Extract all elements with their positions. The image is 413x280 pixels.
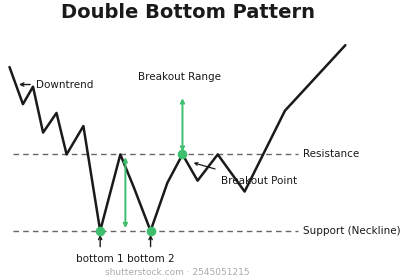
- Point: [97, 229, 104, 233]
- Text: bottom 1: bottom 1: [76, 254, 124, 264]
- Text: shutterstock.com · 2545051215: shutterstock.com · 2545051215: [105, 268, 250, 277]
- Text: Downtrend: Downtrend: [36, 80, 94, 90]
- Text: bottom 2: bottom 2: [127, 254, 174, 264]
- Point: [179, 152, 186, 157]
- Text: Resistance: Resistance: [304, 150, 360, 159]
- Text: Support (Neckline): Support (Neckline): [304, 226, 401, 236]
- Text: Breakout Point: Breakout Point: [221, 176, 297, 186]
- Text: Breakout Range: Breakout Range: [138, 72, 221, 82]
- Title: Double Bottom Pattern: Double Bottom Pattern: [61, 3, 315, 22]
- Point: [147, 229, 154, 233]
